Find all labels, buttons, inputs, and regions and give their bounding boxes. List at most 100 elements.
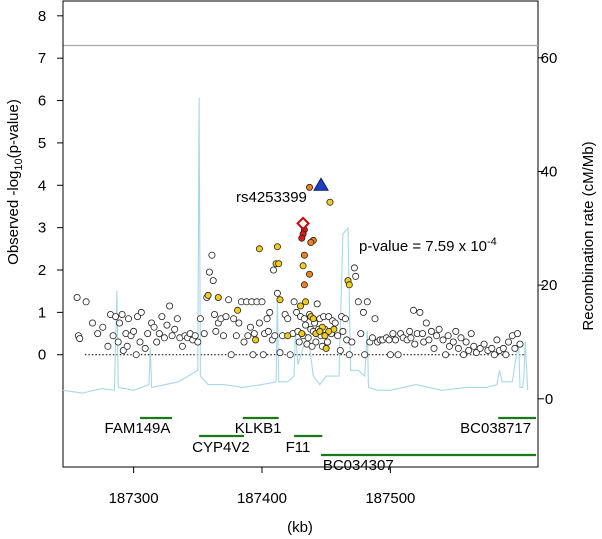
left-axis-title-part: (p-value) <box>5 99 22 158</box>
left-axis-title-part: Observed -log <box>5 171 22 265</box>
snp-point-white-73 <box>259 351 267 359</box>
snp-point-white-186 <box>514 330 522 338</box>
snp-point-white-95 <box>302 321 310 329</box>
snp-point-white-146 <box>406 327 414 335</box>
snp-point-white-58 <box>227 351 235 359</box>
snp-point-white-165 <box>452 327 460 335</box>
snp-point-yellow-3 <box>275 260 283 268</box>
snp-point-white-182 <box>502 351 510 359</box>
snp-point-white-79 <box>269 266 277 274</box>
lead-snp-marker <box>313 177 329 191</box>
snp-point-white-151 <box>416 308 424 316</box>
snp-point-white-169 <box>462 338 470 346</box>
snp-point-white-72 <box>258 298 266 306</box>
snp-point-white-88 <box>290 298 298 306</box>
snp-point-white-139 <box>386 351 394 359</box>
snp-point-white-123 <box>348 338 356 346</box>
snp-point-white-161 <box>442 351 450 359</box>
snp-point-white-4 <box>89 319 97 327</box>
snp-point-white-24 <box>141 344 149 352</box>
annotation-layer: rs4253399 p-value = 7.59 x 10-4 <box>236 189 497 255</box>
snp-point-white-12 <box>116 319 124 327</box>
snp-point-white-129 <box>361 351 369 359</box>
snp-point-white-51 <box>210 310 218 318</box>
snp-point-white-163 <box>445 342 453 350</box>
left-axis-title: Observed -log10(p-value) <box>5 99 25 265</box>
snp-point-white-49 <box>208 251 216 259</box>
snp-point-white-75 <box>263 315 271 323</box>
gene-label-cyp4v2: CYP4V2 <box>192 439 250 456</box>
pvalue-annotation-base: p-value = 7.59 x 10 <box>359 238 487 255</box>
snp-point-white-35 <box>171 325 179 333</box>
snp-diamond-marker <box>296 216 310 231</box>
snp-point-white-20 <box>132 351 140 359</box>
left-tick-label: 7 <box>38 50 46 67</box>
snp-point-white-119 <box>339 327 347 335</box>
snp-point-white-149 <box>411 340 419 348</box>
snp-point-white-6 <box>99 323 107 331</box>
snp-point-white-157 <box>430 344 438 352</box>
snp-point-yellow-5 <box>299 262 307 270</box>
snp-point-white-27 <box>150 323 158 331</box>
snp-point-white-164 <box>449 338 457 346</box>
snp-point-orange-2 <box>307 238 315 246</box>
left-tick-label: 0 <box>38 347 46 364</box>
snp-point-white-175 <box>480 340 488 348</box>
snp-point-white-2 <box>76 335 84 343</box>
lead-snp-label: rs4253399 <box>236 189 307 206</box>
snp-point-orange-5 <box>305 270 313 278</box>
snp-point-white-147 <box>407 334 415 342</box>
snp-point-white-28 <box>153 338 161 346</box>
x-axis-title: (kb) <box>287 519 313 536</box>
snp-point-white-155 <box>425 336 433 344</box>
right-tick-label: 60 <box>541 50 558 67</box>
snp-point-white-66 <box>246 323 254 331</box>
snp-point-white-133 <box>371 315 379 323</box>
snp-point-white-94 <box>300 315 308 323</box>
snp-point-yellow-9 <box>234 306 242 314</box>
snp-point-white-111 <box>323 338 331 346</box>
snp-point-white-19 <box>130 327 138 335</box>
snp-point-white-5 <box>94 330 102 338</box>
snp-point-white-112 <box>325 313 333 321</box>
recombination-rate-line <box>62 97 529 394</box>
snp-point-white-16 <box>123 342 131 350</box>
right-axis-title: Recombination rate (cM/Mb) <box>580 141 597 330</box>
snp-point-white-81 <box>273 289 281 297</box>
snp-point-white-32 <box>163 321 171 329</box>
snp-point-white-162 <box>444 332 452 340</box>
left-tick-label: 8 <box>38 8 46 25</box>
snp-point-orange-4 <box>300 281 308 289</box>
snp-point-white-128 <box>359 308 367 316</box>
snp-point-white-63 <box>240 338 248 346</box>
snp-point-orange-3 <box>300 251 308 259</box>
snp-points-layer <box>73 177 524 359</box>
snp-point-white-71 <box>255 319 263 327</box>
snp-point-white-159 <box>435 325 443 333</box>
snp-point-white-89 <box>293 308 301 316</box>
bottom-tick-label: 187300 <box>109 490 159 507</box>
snp-point-white-76 <box>264 327 272 335</box>
snp-point-white-60 <box>232 332 240 340</box>
snp-point-yellow-21 <box>252 336 260 344</box>
snp-point-white-140 <box>389 330 397 338</box>
snp-point-yellow-25 <box>309 315 317 323</box>
snp-point-white-30 <box>158 313 166 321</box>
snp-point-yellow-23 <box>276 296 284 304</box>
snp-point-white-36 <box>173 315 181 323</box>
snp-point-white-100 <box>308 342 316 350</box>
snp-point-white-17 <box>125 315 133 323</box>
snp-point-white-33 <box>166 302 174 310</box>
snp-point-white-50 <box>209 277 217 285</box>
snp-point-yellow-13 <box>302 298 310 306</box>
snp-point-white-126 <box>354 298 362 306</box>
snp-point-white-187 <box>516 340 524 348</box>
left-tick-label: 2 <box>38 262 46 279</box>
snp-point-yellow-12 <box>298 330 306 338</box>
snp-point-white-172 <box>470 342 478 350</box>
snp-point-white-69 <box>250 330 258 338</box>
snp-point-white-120 <box>341 315 349 323</box>
snp-point-white-44 <box>194 338 202 346</box>
snp-point-white-29 <box>155 330 163 338</box>
snp-point-white-148 <box>409 306 417 314</box>
